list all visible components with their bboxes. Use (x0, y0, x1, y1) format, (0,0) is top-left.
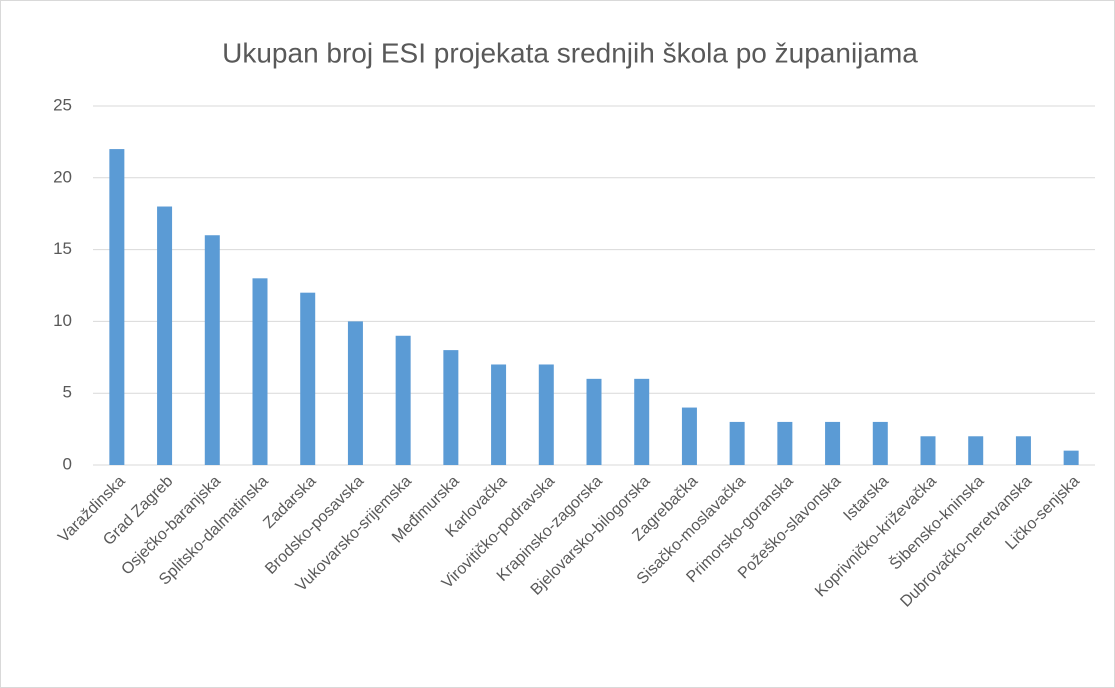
bar (1015, 436, 1031, 465)
bar (300, 292, 316, 465)
bar (729, 421, 745, 465)
bar (395, 335, 411, 465)
bar (681, 407, 697, 465)
bar (1063, 450, 1079, 465)
bar (347, 321, 363, 465)
bar (157, 206, 173, 465)
bar (825, 421, 841, 465)
bar (491, 364, 507, 465)
bar (252, 278, 268, 465)
bar (968, 436, 984, 465)
y-tick-label: 15 (53, 239, 72, 258)
bar (920, 436, 936, 465)
bar (586, 378, 602, 465)
chart-title: Ukupan broj ESI projekata srednjih škola… (222, 37, 918, 68)
bar (872, 421, 888, 465)
bar (443, 350, 459, 465)
y-tick-label: 25 (53, 95, 72, 114)
bar (204, 235, 220, 465)
bar (538, 364, 554, 465)
bar (777, 421, 793, 465)
y-tick-label: 0 (63, 454, 72, 473)
bar (109, 149, 125, 465)
y-tick-label: 20 (53, 167, 72, 186)
y-tick-label: 5 (63, 383, 72, 402)
bar (634, 378, 650, 465)
y-tick-label: 10 (53, 311, 72, 330)
